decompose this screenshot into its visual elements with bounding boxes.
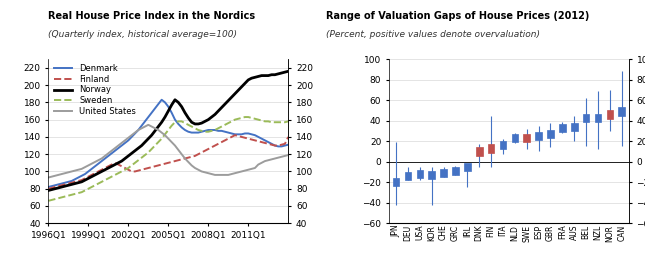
FancyBboxPatch shape [511, 134, 518, 142]
Norway [244, 78, 252, 82]
FancyBboxPatch shape [606, 111, 613, 119]
Sweden [164, 128, 172, 132]
Denmark [284, 143, 292, 146]
Line: Sweden: Sweden [48, 117, 288, 201]
Denmark [45, 185, 52, 189]
FancyBboxPatch shape [571, 123, 577, 131]
Finland [231, 134, 239, 137]
Finland [124, 168, 132, 171]
Text: Real House Price Index in the Nordics: Real House Price Index in the Nordics [48, 11, 255, 21]
Denmark [158, 98, 166, 101]
Norway [98, 170, 106, 173]
United States [168, 140, 175, 144]
Norway [45, 189, 52, 192]
Finland [284, 135, 292, 139]
Finland [45, 187, 52, 190]
FancyBboxPatch shape [547, 130, 554, 138]
Sweden [264, 120, 272, 123]
FancyBboxPatch shape [428, 171, 435, 179]
Sweden [45, 199, 52, 203]
FancyBboxPatch shape [417, 170, 423, 178]
FancyBboxPatch shape [488, 144, 495, 153]
Denmark [264, 140, 272, 144]
Text: Range of Valuation Gaps of House Prices (2012): Range of Valuation Gaps of House Prices … [326, 11, 589, 21]
United States [264, 159, 272, 162]
FancyBboxPatch shape [535, 132, 542, 140]
Denmark [124, 139, 132, 142]
Finland [264, 142, 272, 146]
Line: United States: United States [48, 125, 288, 178]
Text: (Percent, positive values denote overvaluation): (Percent, positive values denote overval… [326, 30, 540, 38]
Norway [124, 154, 132, 158]
Sweden [248, 116, 255, 119]
Finland [248, 138, 255, 141]
FancyBboxPatch shape [452, 167, 459, 175]
FancyBboxPatch shape [500, 141, 506, 150]
Line: Finland: Finland [48, 135, 288, 189]
FancyBboxPatch shape [595, 114, 601, 122]
Norway [251, 76, 259, 79]
United States [124, 136, 132, 139]
Norway [261, 74, 269, 77]
FancyBboxPatch shape [524, 134, 530, 142]
Finland [254, 140, 262, 143]
Sweden [241, 115, 249, 119]
Sweden [98, 180, 106, 183]
Sweden [124, 167, 132, 170]
United States [144, 123, 152, 126]
Finland [164, 161, 172, 164]
Denmark [168, 111, 175, 114]
Denmark [98, 160, 106, 163]
Legend: Denmark, Finland, Norway, Sweden, United States: Denmark, Finland, Norway, Sweden, United… [51, 61, 139, 119]
United States [254, 163, 262, 166]
United States [248, 167, 255, 171]
Text: (Quarterly index, historical average=100): (Quarterly index, historical average=100… [48, 30, 237, 38]
FancyBboxPatch shape [404, 172, 412, 180]
Norway [164, 109, 172, 113]
FancyBboxPatch shape [559, 124, 566, 132]
Line: Norway: Norway [48, 71, 288, 190]
United States [98, 157, 106, 160]
FancyBboxPatch shape [619, 107, 625, 116]
FancyBboxPatch shape [476, 147, 482, 155]
FancyBboxPatch shape [393, 178, 399, 186]
FancyBboxPatch shape [464, 163, 471, 171]
Denmark [248, 133, 255, 136]
United States [284, 153, 292, 157]
FancyBboxPatch shape [583, 114, 590, 122]
Denmark [254, 135, 262, 139]
Sweden [254, 118, 262, 121]
United States [45, 176, 52, 179]
Sweden [284, 120, 292, 123]
Finland [98, 168, 106, 171]
FancyBboxPatch shape [441, 169, 447, 177]
Norway [284, 70, 292, 73]
Line: Denmark: Denmark [48, 100, 288, 187]
